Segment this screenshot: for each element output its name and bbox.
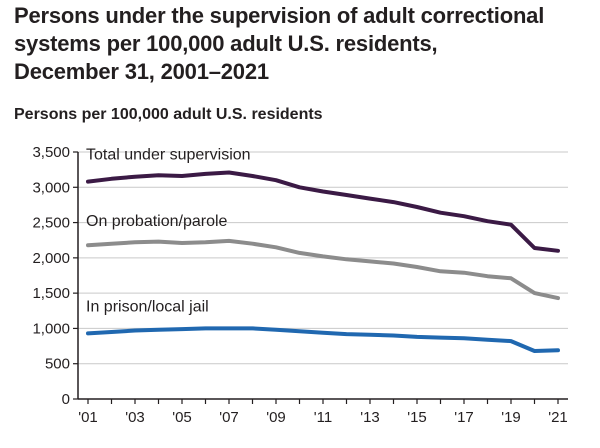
x-tick-label: '11 (314, 409, 332, 426)
x-tick-label: '07 (219, 409, 239, 426)
y-tick-label: 2,500 (32, 215, 70, 232)
y-tick-label: 3,000 (32, 179, 70, 196)
y-tick-label: 500 (45, 356, 70, 373)
x-tick-label: '21 (548, 409, 568, 426)
series-label: On probation/parole (86, 213, 228, 230)
chart-title-line-2: systems per 100,000 adult U.S. residents… (14, 31, 438, 56)
x-tick-label: '19 (501, 409, 521, 426)
y-tick-label: 3,500 (32, 144, 70, 161)
series-labels: Total under supervision On probation/paro… (86, 147, 251, 316)
chart-title-line-1: Persons under the supervision of adult c… (14, 3, 545, 28)
y-tick-label: 1,500 (32, 285, 70, 302)
series-label: In prison/local jail (86, 298, 209, 315)
series-line (86, 326, 560, 353)
x-tick-label: '01 (78, 409, 98, 426)
series-line (86, 238, 560, 301)
x-tick-label: '17 (454, 409, 474, 426)
series-lines (86, 170, 560, 353)
gridlines (78, 151, 568, 365)
chart-title: Persons under the supervision of adult c… (14, 2, 594, 86)
chart-title-line-3: December 31, 2001–2021 (14, 59, 269, 84)
axes: 0 500 1,000 1,500 2,000 2,500 3,000 3,500 '01 '03… (32, 144, 568, 426)
y-tick-label: 0 (62, 391, 70, 408)
x-tick-label: '09 (266, 409, 286, 426)
y-tick-label: 1,000 (32, 320, 70, 337)
x-tick-label: '13 (360, 409, 380, 426)
y-axis-label: Persons per 100,000 adult U.S. residents (14, 106, 323, 123)
y-tick-label: 2,000 (32, 250, 70, 267)
series-line (86, 170, 560, 253)
x-tick-label: '15 (407, 409, 427, 426)
series-label: Total under supervision (86, 147, 251, 164)
x-tick-label: '03 (125, 409, 145, 426)
x-tick-label: '05 (172, 409, 192, 426)
